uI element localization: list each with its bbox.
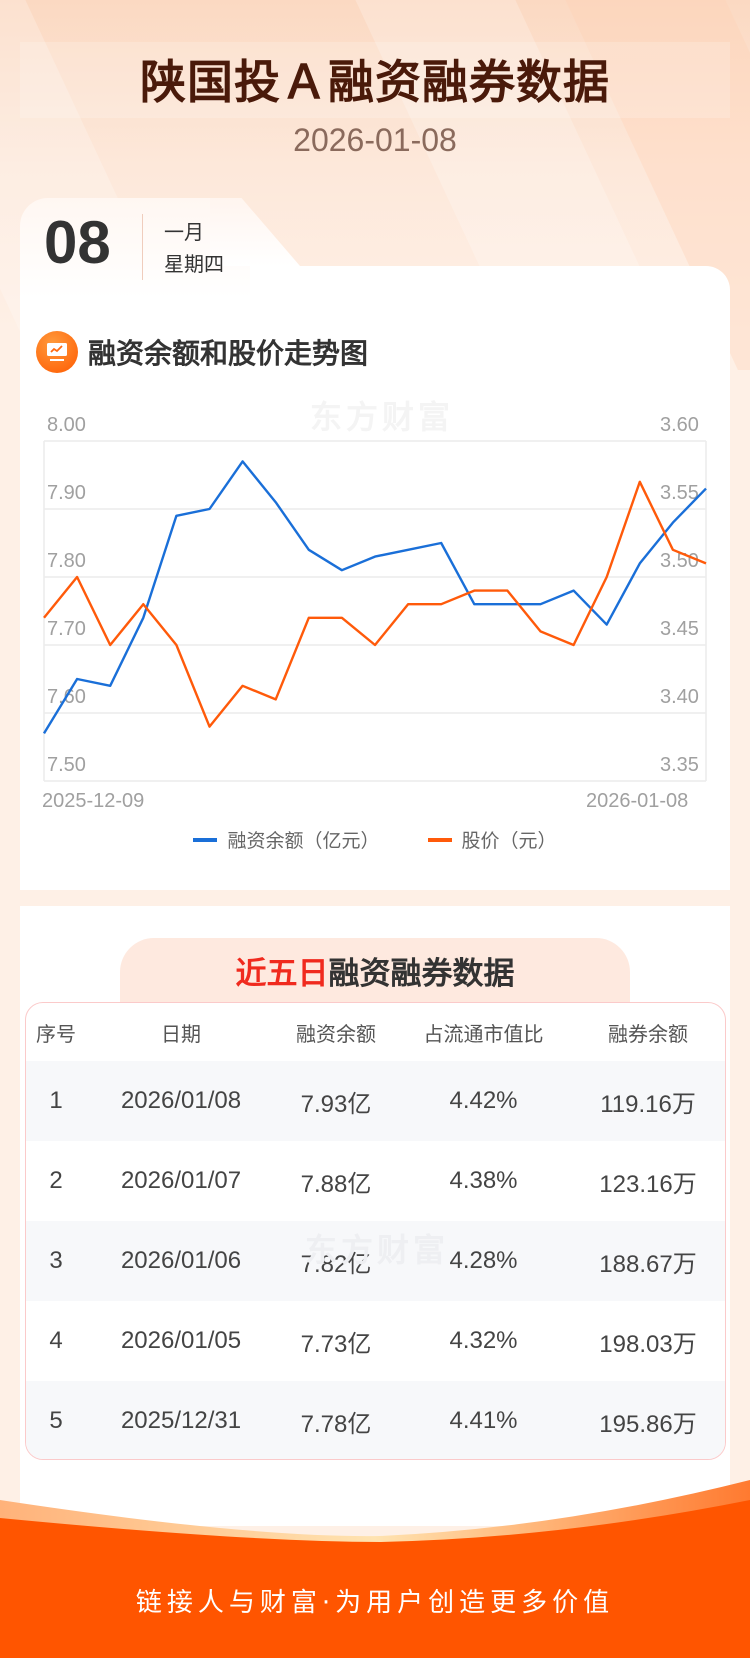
cell-float-ratio: 4.42% xyxy=(449,1087,518,1114)
x-tick-start: 2025-12-09 xyxy=(42,790,145,812)
table-header-row: 序号 日期 融资余额 占流通市值比 融券余额 xyxy=(26,1003,725,1061)
chart-card xyxy=(20,266,730,890)
cell-margin-balance: 7.88亿 xyxy=(300,1170,372,1198)
cell-float-ratio: 4.38% xyxy=(449,1167,518,1194)
margin-balance-line xyxy=(42,460,707,735)
table-row: 3 2026/01/06 7.82亿 4.28% 188.67万 xyxy=(26,1221,725,1301)
cell-index: 3 xyxy=(49,1247,63,1274)
y-left-tick: 7.50 xyxy=(47,754,86,776)
legend-item-stock-price[interactable]: 股价（元） xyxy=(427,826,557,853)
cell-date: 2025/12/31 xyxy=(120,1407,242,1434)
watermark: 东方财富 xyxy=(305,1231,450,1269)
cell-float-ratio: 4.41% xyxy=(449,1407,518,1434)
cell-margin-balance: 7.82亿 xyxy=(300,1250,372,1278)
y-left-tick: 8.00 xyxy=(47,414,86,436)
cell-index: 2 xyxy=(49,1167,63,1194)
legend-swatch-blue xyxy=(193,837,218,842)
chart-title: 融资余额和股价走势图 xyxy=(88,337,369,370)
chart-monitor-icon xyxy=(36,331,78,373)
cell-short-balance: 123.16万 xyxy=(599,1170,697,1198)
cell-index: 4 xyxy=(49,1327,63,1354)
cell-date: 2026/01/08 xyxy=(120,1087,242,1114)
table-title: 近五日融资融券数据 xyxy=(0,948,750,993)
legend-label: 融资余额（亿元） xyxy=(227,830,380,852)
legend-label: 股价（元） xyxy=(461,830,557,852)
y-right-tick: 3.45 xyxy=(660,618,699,640)
y-right-tick: 3.35 xyxy=(660,754,699,776)
date-divider xyxy=(142,214,143,280)
x-tick-end: 2026-01-08 xyxy=(586,790,689,812)
y-right-tick: 3.40 xyxy=(660,686,699,708)
cell-date: 2026/01/05 xyxy=(120,1327,242,1354)
y-left-tick: 7.70 xyxy=(47,618,86,640)
cell-index: 5 xyxy=(49,1407,63,1434)
y-right-tick: 3.55 xyxy=(660,482,699,504)
cell-short-balance: 188.67万 xyxy=(599,1250,697,1278)
line-chart xyxy=(42,440,707,782)
watermark: 东方财富 xyxy=(310,398,455,436)
y-right-tick: 3.60 xyxy=(660,414,699,436)
margin-data-table: 序号 日期 融资余额 占流通市值比 融券余额 1 2026/01/08 7.93… xyxy=(25,1002,726,1460)
cell-float-ratio: 4.28% xyxy=(449,1247,518,1274)
page-date: 2026-01-08 xyxy=(293,122,457,158)
weekday-label: 星期四 xyxy=(164,252,224,276)
chart-legend: 融资余额（亿元） 股价（元） xyxy=(0,826,750,853)
cell-margin-balance: 7.73亿 xyxy=(300,1330,372,1358)
stock-price-line xyxy=(43,480,707,728)
table-row: 2 2026/01/07 7.88亿 4.38% 123.16万 xyxy=(26,1141,725,1221)
table-row: 4 2026/01/05 7.73亿 4.32% 198.03万 xyxy=(26,1301,725,1381)
cell-short-balance: 119.16万 xyxy=(600,1090,696,1118)
table-title-highlight: 近五日 xyxy=(235,956,329,992)
y-left-tick: 7.80 xyxy=(47,550,86,572)
column-header-float-ratio: 占流通市值比 xyxy=(423,1021,544,1046)
cell-date: 2026/01/06 xyxy=(120,1247,242,1274)
column-header-margin-balance: 融资余额 xyxy=(296,1021,376,1046)
day-number: 08 xyxy=(44,209,111,276)
cell-margin-balance: 7.78亿 xyxy=(300,1410,372,1438)
legend-item-margin-balance[interactable]: 融资余额（亿元） xyxy=(193,826,380,853)
chart-grid xyxy=(43,440,707,782)
table-row: 1 2026/01/08 7.93亿 4.42% 119.16万 xyxy=(26,1061,725,1141)
footer-wave xyxy=(0,1480,750,1658)
cell-date: 2026/01/07 xyxy=(120,1167,242,1194)
month-label: 一月 xyxy=(164,220,204,244)
cell-short-balance: 198.03万 xyxy=(599,1330,697,1358)
title-band xyxy=(20,42,730,118)
y-left-tick: 7.90 xyxy=(47,482,86,504)
page-title: 陕国投Ａ融资融券数据 xyxy=(140,55,610,109)
cell-margin-balance: 7.93亿 xyxy=(300,1090,372,1118)
table-title-tab xyxy=(120,938,630,1008)
chart-header: 融资余额和股价走势图 xyxy=(36,330,368,374)
table-title-rest: 融资融券数据 xyxy=(328,956,515,992)
cell-float-ratio: 4.32% xyxy=(449,1327,518,1354)
legend-swatch-orange xyxy=(427,837,452,842)
cell-short-balance: 195.86万 xyxy=(599,1410,697,1438)
column-header-short-balance: 融券余额 xyxy=(608,1021,688,1046)
column-header-index: 序号 xyxy=(36,1021,76,1046)
table-row: 5 2025/12/31 7.78亿 4.41% 195.86万 xyxy=(26,1381,725,1459)
column-header-date: 日期 xyxy=(161,1021,201,1046)
footer-slogan: 链接人与财富·为用户创造更多价值 xyxy=(135,1588,615,1618)
cell-index: 1 xyxy=(49,1087,63,1114)
